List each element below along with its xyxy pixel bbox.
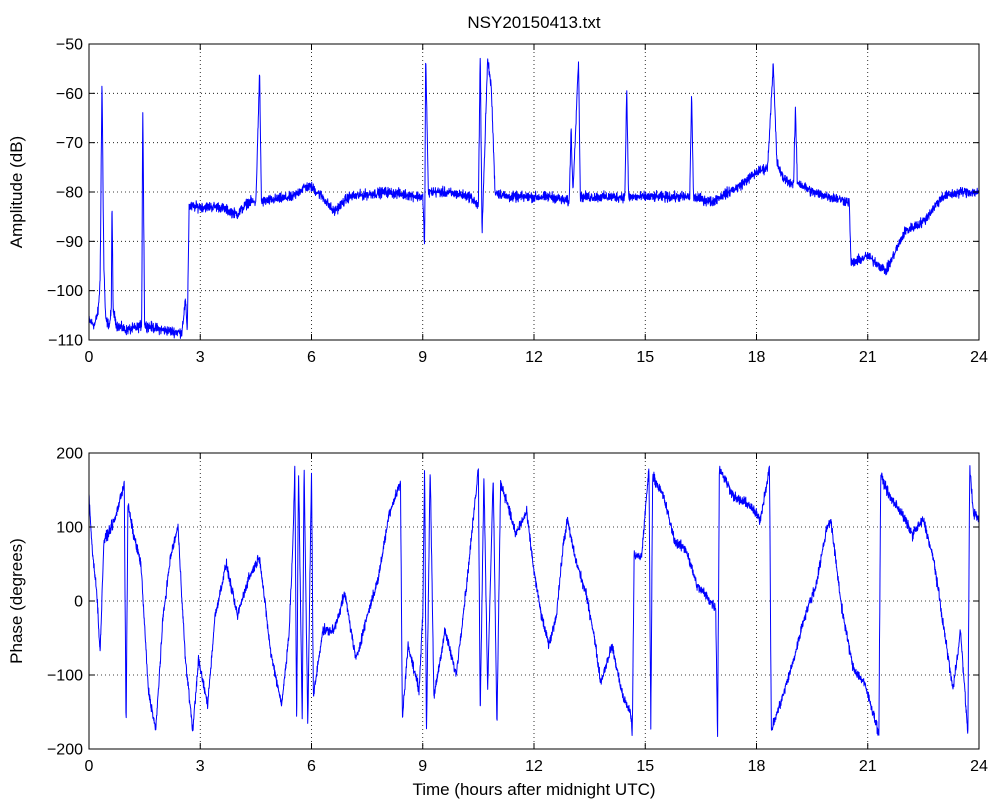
phase-xtick-label: 12 — [525, 758, 543, 775]
amplitude-xtick-label: 3 — [196, 349, 205, 366]
amplitude-xtick-label: 18 — [748, 349, 766, 366]
phase-xlabel: Time (hours after midnight UTC) — [412, 780, 655, 799]
amplitude-ylabel: Amplitude (dB) — [7, 136, 26, 248]
phase-ytick-label: −100 — [47, 668, 83, 685]
phase-ytick-label: −200 — [47, 742, 83, 759]
amplitude-panel: 0 3 6 9 12 15 18 21 24 −110 −100 −90 −80 −70 −60 −50 Amp… — [7, 37, 988, 367]
amplitude-ytick-label: −110 — [48, 333, 83, 350]
figure-title: NSY20150413.txt — [467, 13, 601, 32]
amplitude-ytick-label: −50 — [56, 37, 83, 54]
phase-ylabel: Phase (degrees) — [7, 538, 26, 664]
amplitude-series-line — [88, 57, 980, 339]
amplitude-xtick-label: 6 — [307, 349, 316, 366]
phase-xtick-label: 0 — [85, 758, 94, 775]
amplitude-xtick-label: 12 — [525, 349, 543, 366]
amplitude-xtick-label: 24 — [970, 349, 988, 366]
phase-panel: 0 3 6 9 12 15 18 21 24 −200 −100 0 100 200 Phase (degr… — [7, 446, 988, 800]
phase-xtick-label: 21 — [859, 758, 877, 775]
phase-xtick-label: 9 — [418, 758, 427, 775]
amplitude-xtick-label: 9 — [418, 349, 427, 366]
phase-ytick-label: 0 — [74, 594, 83, 611]
amplitude-xtick-label: 0 — [85, 349, 94, 366]
phase-xtick-label: 3 — [196, 758, 205, 775]
phase-xtick-label: 15 — [636, 758, 654, 775]
phase-xtick-label: 18 — [748, 758, 766, 775]
amplitude-ytick-label: −60 — [56, 86, 83, 103]
amplitude-ytick-label: −80 — [56, 185, 83, 202]
amplitude-xtick-label: 21 — [859, 349, 877, 366]
amplitude-ytick-label: −70 — [56, 135, 83, 152]
amplitude-xtick-label: 15 — [636, 349, 654, 366]
phase-series-line — [88, 465, 980, 737]
phase-ytick-label: 200 — [56, 446, 83, 463]
phase-ytick-label: 100 — [56, 520, 83, 537]
amplitude-ytick-label: −90 — [56, 234, 83, 251]
amplitude-ytick-label: −100 — [47, 283, 83, 300]
phase-xtick-label: 24 — [970, 758, 988, 775]
phase-xtick-label: 6 — [307, 758, 316, 775]
